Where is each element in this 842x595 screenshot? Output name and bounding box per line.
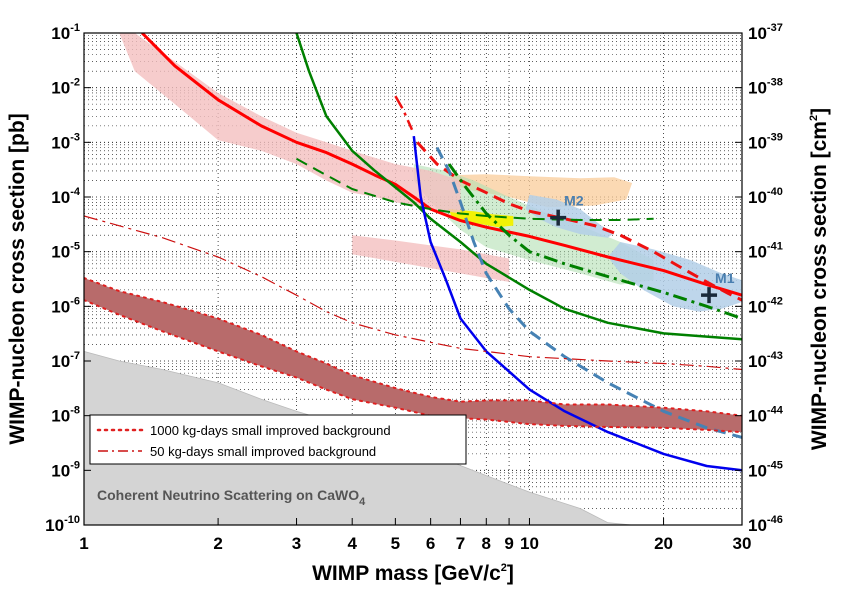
x-tick-label: 30: [733, 534, 752, 553]
y-tick-label-left: 10-10: [45, 514, 80, 535]
y-axis-title-right: WIMP-nucleon cross section [cm2]: [808, 108, 831, 450]
y-tick-label-right: 10-40: [748, 186, 783, 207]
series-layer: [84, 33, 742, 472]
marker-label-m1: M1: [715, 270, 735, 286]
y-tick-label-left: 10-6: [51, 295, 80, 316]
projection-50kgd-dashdot: [84, 215, 742, 371]
x-tick-label: 4: [347, 534, 357, 553]
y-tick-label-left: 10-7: [51, 350, 80, 371]
green-solid-limit: [295, 33, 742, 341]
red-dashed-limit: [416, 141, 742, 302]
axes-layer: 1 2 3 4 5 6 7 8 9 10 20 30 10-1 10-2 10-3 10-4 10-5 10-6 1…: [45, 22, 784, 553]
pink-band: [119, 33, 461, 214]
y-axis-title-left: WIMP-nucleon cross section [pb]: [6, 113, 29, 444]
x-tick-label: 20: [654, 534, 673, 553]
y-tick-label-right: 10-41: [748, 241, 783, 262]
blue-solid-limit: [412, 135, 742, 472]
red-solid-limit: [141, 33, 742, 297]
y-tick-label-right: 10-44: [748, 405, 784, 426]
legend-label-1000kgd: 1000 kg-days small improved background: [150, 423, 391, 438]
y-tick-label-right: 10-46: [748, 514, 783, 535]
x-tick-label: 3: [292, 534, 301, 553]
projection-1000kgd-dotted-upper: [84, 277, 742, 417]
y-tick-label-left: 10-3: [51, 131, 80, 152]
x-tick-label: 7: [456, 534, 465, 553]
red-dashdot-top: [394, 95, 414, 131]
x-tick-label: 6: [426, 534, 435, 553]
y-tick-label-left: 10-8: [51, 405, 80, 426]
x-tick-label: 5: [391, 534, 400, 553]
legend-label-50kgd: 50 kg-days small improved background: [150, 444, 376, 459]
y-tick-label-left: 10-4: [51, 186, 81, 207]
marker-m2: [550, 209, 567, 226]
pink-band-lower: [352, 235, 510, 282]
projection-1000kgd-dotted-lower: [84, 299, 742, 434]
plot-frame: [83, 32, 743, 526]
y-tick-label-right: 10-39: [748, 131, 783, 152]
marker-label-m2: M2: [564, 193, 584, 209]
y-tick-label-left: 10-5: [51, 241, 80, 262]
steelblue-dashed-limit: [435, 146, 742, 439]
y-tick-label-right: 10-38: [748, 77, 783, 98]
x-tick-label: 2: [213, 534, 222, 553]
x-axis-title: WIMP mass [GeV/c2]: [312, 562, 514, 585]
y-tick-label-left: 10-9: [51, 459, 80, 480]
markers-layer: M1 M2: [550, 193, 735, 304]
x-tick-label: 10: [520, 534, 539, 553]
legend: 1000 kg-days small improved background 5…: [89, 414, 467, 465]
projection-band: [84, 278, 742, 433]
y-tick-label-right: 10-43: [748, 350, 783, 371]
y-tick-label-left: 10-1: [51, 22, 80, 43]
legend-box: [89, 414, 467, 465]
green-dashed-limit: [296, 157, 654, 221]
blue-region-m2: [525, 194, 615, 238]
orange-region: [449, 174, 633, 208]
x-tick-label: 8: [482, 534, 491, 553]
y-tick-label-right: 10-45: [748, 459, 783, 480]
x-tick-label: 9: [504, 534, 513, 553]
y-tick-label-right: 10-37: [748, 22, 783, 43]
marker-m1: [701, 287, 718, 304]
y-tick-label-left: 10-2: [51, 77, 80, 98]
green-dashdot-limit: [447, 163, 742, 320]
x-tick-label: 1: [79, 534, 88, 553]
regions-layer: [84, 33, 742, 433]
neutrino-floor-label: Coherent Neutrino Scattering on CaWO4: [97, 487, 366, 508]
y-tick-label-right: 10-42: [748, 295, 783, 316]
